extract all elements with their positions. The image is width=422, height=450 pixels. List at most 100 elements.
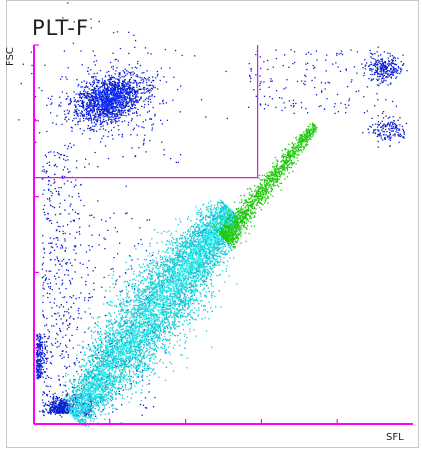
scatter-point <box>64 238 66 240</box>
scatter-point <box>99 384 101 386</box>
scatter-point <box>125 338 127 340</box>
scatter-point <box>153 323 155 325</box>
scatter-point <box>50 219 52 222</box>
scatter-point <box>110 384 112 386</box>
scatter-point <box>186 336 188 339</box>
scatter-point <box>49 204 52 206</box>
scatter-point <box>143 271 145 273</box>
scatter-point <box>55 400 58 402</box>
scatter-point <box>248 74 251 77</box>
scatter-point <box>152 301 155 304</box>
scatter-point <box>39 352 41 354</box>
scatter-point <box>212 219 214 221</box>
scatter-point <box>39 342 41 344</box>
scatter-point <box>122 345 124 348</box>
scatter-point <box>113 380 115 382</box>
scatter-point <box>131 217 133 220</box>
scatter-point <box>93 375 95 377</box>
scatter-point <box>205 295 207 297</box>
scatter-point <box>98 395 100 397</box>
scatter-point <box>206 258 209 260</box>
scatter-point <box>69 296 71 298</box>
scatter-point <box>161 303 164 305</box>
scatter-point <box>114 407 116 409</box>
scatter-point <box>69 205 71 207</box>
scatter-point <box>59 405 62 407</box>
scatter-point <box>84 379 86 381</box>
scatter-point <box>207 269 209 271</box>
scatter-point <box>53 151 55 153</box>
scatter-point <box>204 228 206 230</box>
scatter-point <box>191 249 193 251</box>
scatter-point <box>45 409 48 411</box>
scatter-point <box>44 402 47 404</box>
scatter-point <box>228 275 230 277</box>
scatter-point <box>373 72 376 74</box>
scatter-point <box>175 238 177 240</box>
scatter-point <box>90 370 92 372</box>
scatter-point <box>39 345 41 347</box>
scatter-point <box>82 407 84 409</box>
scatter-point <box>59 263 61 265</box>
scatter-point <box>159 255 161 257</box>
scatter-point <box>43 405 46 407</box>
scatter-point <box>37 360 39 362</box>
scatter-point <box>115 358 117 360</box>
scatter-point <box>90 397 92 399</box>
scatter-point <box>52 399 55 401</box>
scatter-point <box>142 404 145 406</box>
scatter-point <box>185 291 187 293</box>
scatter-point <box>83 409 85 411</box>
scatter-point <box>176 273 178 275</box>
scatter-point <box>187 265 189 267</box>
scatter-point <box>109 312 111 314</box>
scatter-point <box>52 206 54 208</box>
scatter-point <box>137 354 139 356</box>
scatter-point <box>74 211 77 213</box>
scatter-point <box>42 301 44 304</box>
scatter-point <box>45 385 47 387</box>
scatter-point <box>173 280 175 282</box>
scatter-point <box>79 379 81 381</box>
scatter-point <box>199 215 201 217</box>
scatter-point <box>108 376 110 378</box>
scatter-point <box>202 218 204 220</box>
scatter-point <box>125 388 127 391</box>
scatter-point <box>100 414 102 416</box>
scatter-point <box>42 193 44 195</box>
scatter-point <box>153 322 155 324</box>
scatter-point <box>91 363 93 365</box>
scatter-point <box>207 216 209 218</box>
scatter-point <box>170 302 172 304</box>
scatter-point <box>106 352 108 355</box>
scatter-point <box>123 353 125 355</box>
scatter-point <box>136 340 138 343</box>
scatter-point <box>49 252 51 255</box>
scatter-point <box>195 275 197 277</box>
scatter-point <box>180 237 183 239</box>
scatter-point <box>68 323 71 326</box>
scatter-point <box>91 296 93 298</box>
scatter-point <box>135 304 137 306</box>
scatter-point <box>285 87 287 89</box>
scatter-point <box>96 361 99 363</box>
scatter-point <box>132 365 134 367</box>
scatter-point <box>130 333 133 335</box>
scatter-point <box>186 299 188 301</box>
scatter-point <box>46 393 48 396</box>
scatter-point <box>39 373 42 375</box>
scatter-point <box>127 311 129 314</box>
scatter-point <box>69 411 71 413</box>
scatter-point <box>222 206 224 208</box>
scatter-point <box>93 216 95 219</box>
scatter-point <box>209 266 211 268</box>
scatter-point <box>320 105 322 107</box>
scatter-point <box>102 403 104 405</box>
scatter-point <box>143 362 146 365</box>
scatter-point <box>60 405 63 407</box>
scatter-point <box>85 416 87 418</box>
scatter-point <box>102 396 104 399</box>
scatter-point <box>100 377 102 379</box>
scatter-point <box>88 245 90 247</box>
scatter-point <box>48 161 50 163</box>
